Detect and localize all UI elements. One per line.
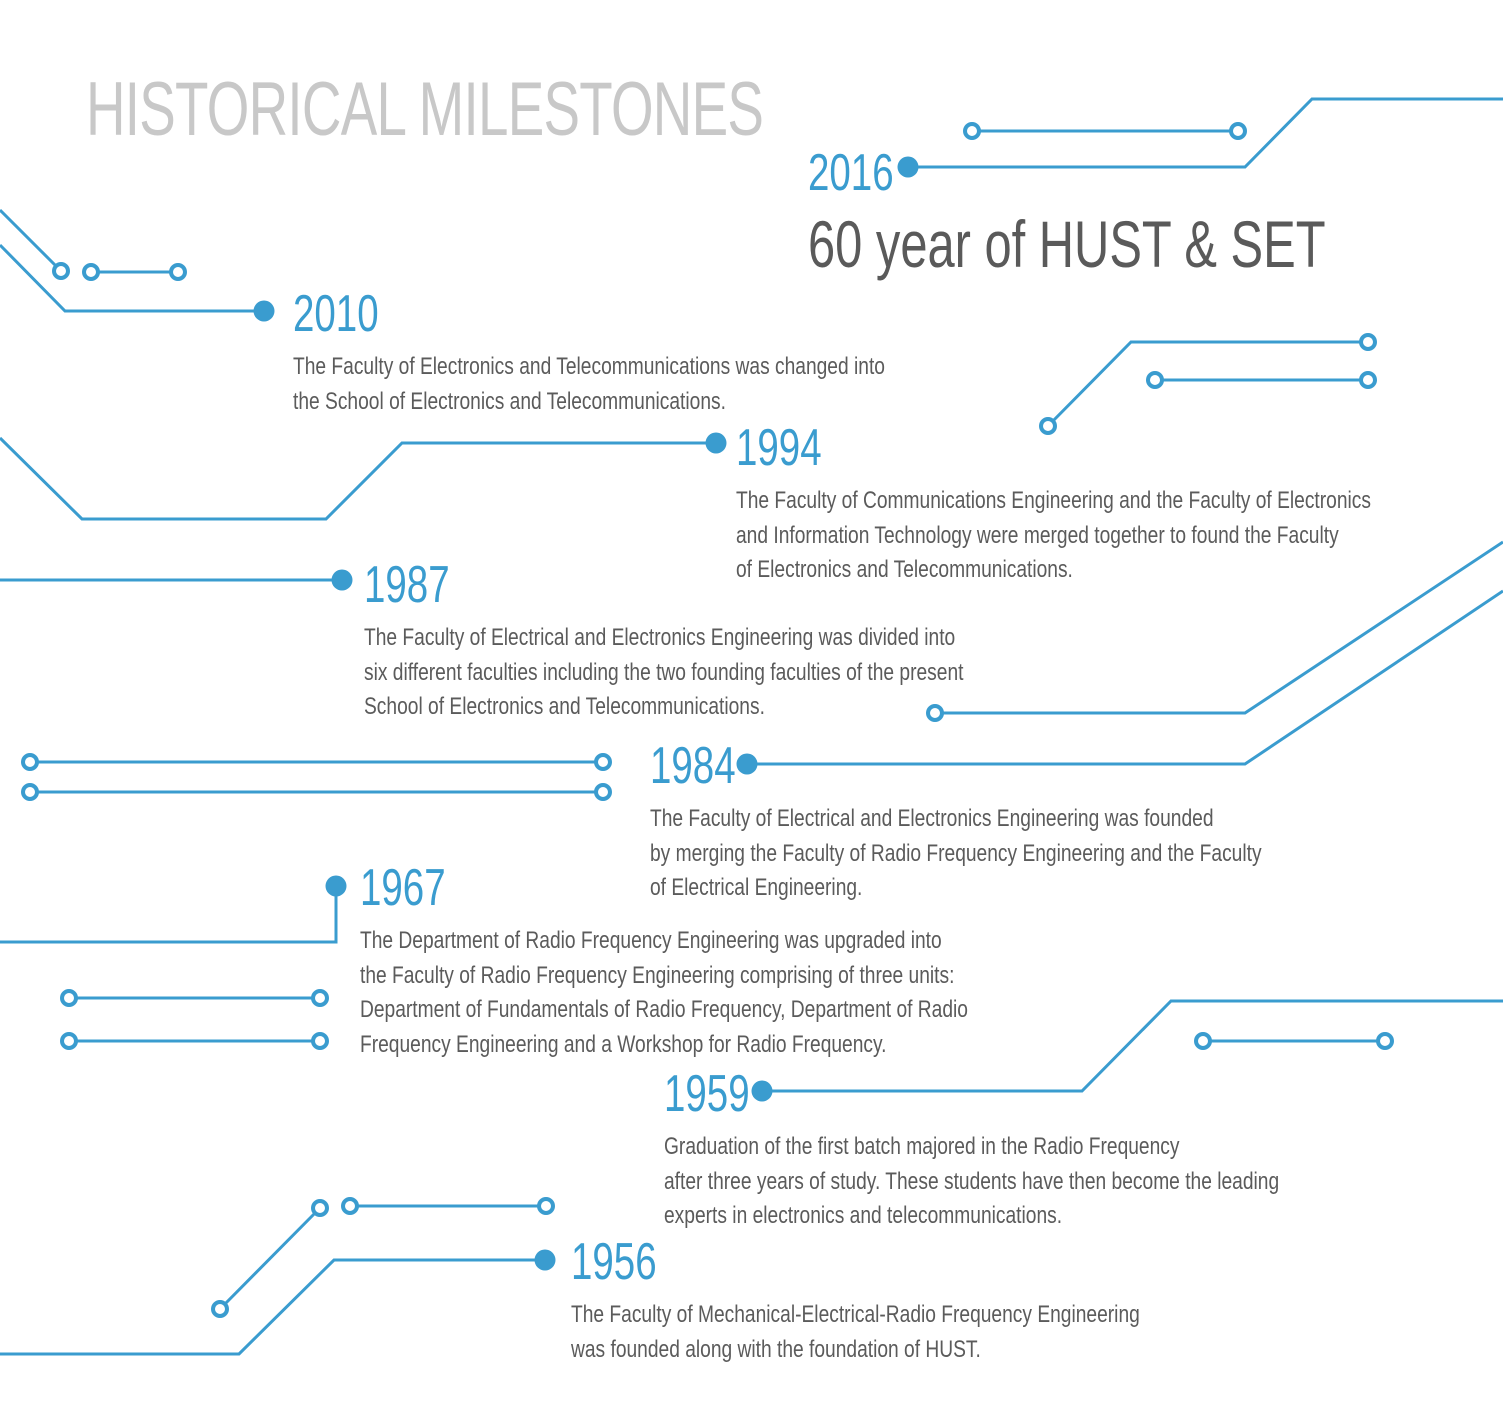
milestone-2016: 2016 60 year of HUST & SET [808,145,1503,277]
circuit-terminal-ring [1376,1032,1394,1050]
description-line: The Faculty of Electronics and Telecommu… [293,353,885,380]
description-line: by merging the Faculty of Radio Frequenc… [650,839,1262,867]
description-line: the Faculty of Radio Frequency Engineeri… [360,961,955,989]
circuit-trace [1046,340,1368,428]
circuit-terminal-ring [1194,1032,1212,1050]
milestone-year: 1959 [664,1065,750,1123]
circuit-terminal-ring [926,704,944,722]
timeline-node-dot [325,875,347,897]
timeline-node-dot [534,1249,556,1271]
timeline-node-dot [331,569,353,591]
circuit-terminal-ring [169,263,187,281]
description-line: Graduation of the first batch majored in… [664,1133,1180,1160]
milestone-description: The Faculty of Electrical and Electronic… [364,621,963,725]
description-line: six different faculties including the tw… [364,658,964,686]
description-line: Frequency Engineering and a Workshop for… [360,1030,887,1058]
milestone-description: The Faculty of Communications Engineerin… [736,484,1371,588]
description-line: The Faculty of Mechanical-Electrical-Rad… [571,1301,1140,1328]
circuit-terminal-ring [21,753,39,771]
description-line: School of Electronics and Telecommunicat… [364,693,765,720]
milestone-1967: 1967 The Department of Radio Frequency E… [360,860,1120,1062]
circuit-trace [762,999,1503,1093]
circuit-terminal-ring [21,783,39,801]
circuit-trace [0,208,63,273]
circuit-terminal-ring [311,989,329,1007]
description-line: The Faculty of Communications Engineerin… [736,487,1371,514]
description-line: The Department of Radio Frequency Engine… [360,927,942,954]
circuit-terminal-ring [341,1197,359,1215]
description-line: The Faculty of Electrical and Electronic… [364,624,956,651]
milestone-headline: 60 year of HUST & SET [808,207,1326,281]
description-line: of Electronics and Telecommunications. [736,556,1073,583]
description-line: the School of Electronics and Telecommun… [293,387,726,415]
description-line: and Information Technology were merged t… [736,521,1339,549]
circuit-trace [0,1258,545,1356]
milestone-description: The Department of Radio Frequency Engine… [360,924,968,1062]
circuit-trace [747,589,1503,766]
milestone-year: 2010 [293,285,379,343]
page-title: HISTORICAL MILESTONES [86,67,764,152]
description-line: after three years of study. These studen… [664,1167,1280,1195]
description-line: experts in electronics and telecommunica… [664,1202,1063,1229]
circuit-terminal-ring [60,989,78,1007]
timeline-node-dot [253,300,275,322]
circuit-terminal-ring [537,1197,555,1215]
milestone-year: 1956 [571,1233,657,1291]
timeline-node-dot [751,1080,773,1102]
milestone-year: 1984 [650,737,736,795]
circuit-terminal-ring [1359,333,1377,351]
circuit-trace [0,436,716,521]
description-line: The Faculty of Electrical and Electronic… [650,805,1214,832]
timeline-node-dot [705,432,727,454]
milestone-1984: 1984 The Faculty of Electrical and Elect… [650,738,1414,906]
milestone-description: The Faculty of Mechanical-Electrical-Rad… [571,1298,1140,1367]
circuit-trace [0,243,264,313]
timeline-node-dot [736,753,758,775]
milestone-year: 1987 [364,556,450,614]
circuit-terminal-ring [211,1300,229,1318]
circuit-terminal-ring [82,263,100,281]
circuit-terminal-ring [1039,417,1057,435]
circuit-terminal-ring [311,1199,329,1217]
circuit-trace [218,1206,322,1311]
description-line: of Electrical Engineering. [650,874,863,901]
milestone-year: 1994 [736,419,822,477]
milestone-1959: 1959 Graduation of the first batch major… [664,1066,1433,1234]
milestone-1994: 1994 The Faculty of Communications Engin… [736,420,1503,588]
circuit-terminal-ring [1229,122,1247,140]
description-line: Department of Fundamentals of Radio Freq… [360,996,968,1023]
milestone-description: The Faculty of Electronics and Telecommu… [293,350,885,419]
circuit-terminal-ring [1146,371,1164,389]
circuit-terminal-ring [60,1032,78,1050]
milestone-1987: 1987 The Faculty of Electrical and Elect… [364,557,1113,725]
circuit-terminal-ring [594,783,612,801]
circuit-trace [908,97,1503,169]
circuit-trace [0,886,338,944]
circuit-terminal-ring [1359,371,1377,389]
milestone-2010: 2010 The Faculty of Electronics and Tele… [293,286,1033,419]
circuit-terminal-ring [52,262,70,280]
milestone-1956: 1956 The Faculty of Mechanical-Electrica… [571,1234,1282,1367]
description-line: was founded along with the foundation of… [571,1335,981,1363]
milestone-year: 2016 [808,144,894,202]
timeline-node-dot [897,156,919,178]
milestone-description: Graduation of the first batch majored in… [664,1130,1279,1234]
milestone-year: 1967 [360,859,446,917]
circuit-terminal-ring [963,122,981,140]
circuit-trace [935,540,1503,715]
circuit-terminal-ring [594,753,612,771]
circuit-terminal-ring [311,1032,329,1050]
milestone-description: The Faculty of Electrical and Electronic… [650,802,1262,906]
